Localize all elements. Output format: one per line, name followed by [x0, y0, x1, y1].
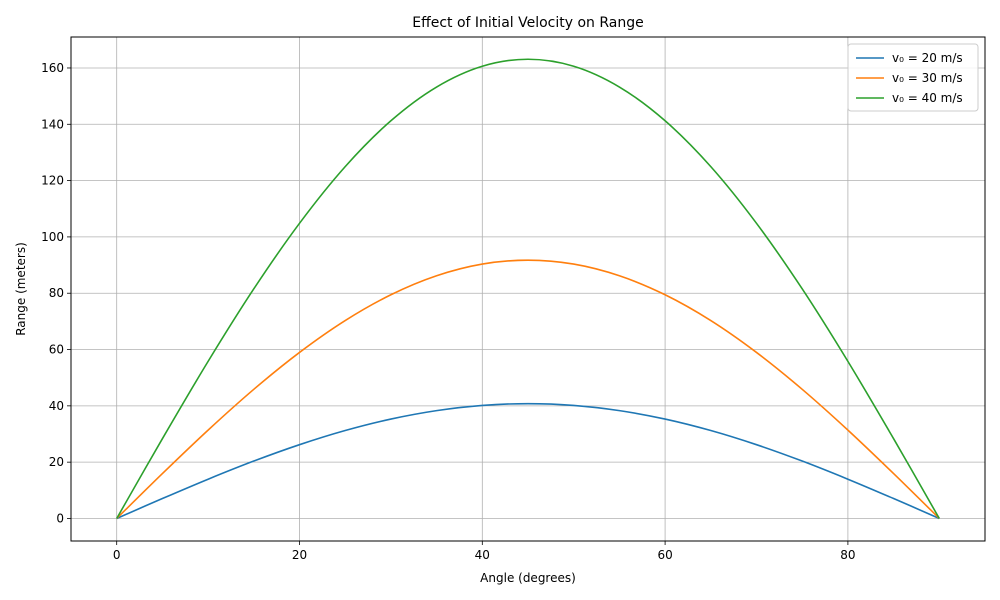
legend-label: v₀ = 20 m/s — [892, 51, 963, 65]
legend-label: v₀ = 30 m/s — [892, 71, 963, 85]
series-line-1 — [116, 402, 940, 520]
x-tick-label: 40 — [475, 548, 490, 562]
x-axis-label: Angle (degrees) — [480, 571, 576, 585]
y-tick-label: 100 — [41, 230, 64, 244]
grid — [71, 37, 985, 541]
y-tick-label: 120 — [41, 174, 64, 188]
y-tick-label: 40 — [49, 399, 64, 413]
y-tick-label: 80 — [49, 286, 64, 300]
legend: v₀ = 20 m/s v₀ = 30 m/s v₀ = 40 m/s — [847, 43, 979, 112]
x-tick-label: 80 — [840, 548, 855, 562]
x-tick-label: 0 — [113, 548, 121, 562]
y-tick-label: 60 — [49, 343, 64, 357]
legend-box — [847, 43, 979, 112]
series-line-3 — [116, 58, 940, 519]
y-axis-label: Range (meters) — [14, 242, 28, 336]
series-lines — [116, 58, 940, 520]
y-tick-label: 140 — [41, 117, 64, 131]
y-tick-label: 20 — [49, 455, 64, 469]
chart-title: Effect of Initial Velocity on Range — [412, 15, 644, 31]
x-tick-label: 60 — [657, 548, 672, 562]
y-tick-label: 0 — [56, 511, 64, 525]
plot-frame — [70, 36, 986, 542]
ticks: 0 20 40 60 80 0 20 40 60 80 100 120 140 160 — [41, 61, 855, 562]
legend-label: v₀ = 40 m/s — [892, 91, 963, 105]
x-tick-label: 20 — [292, 548, 307, 562]
y-tick-label: 160 — [41, 61, 64, 75]
series-line-2 — [116, 259, 940, 520]
